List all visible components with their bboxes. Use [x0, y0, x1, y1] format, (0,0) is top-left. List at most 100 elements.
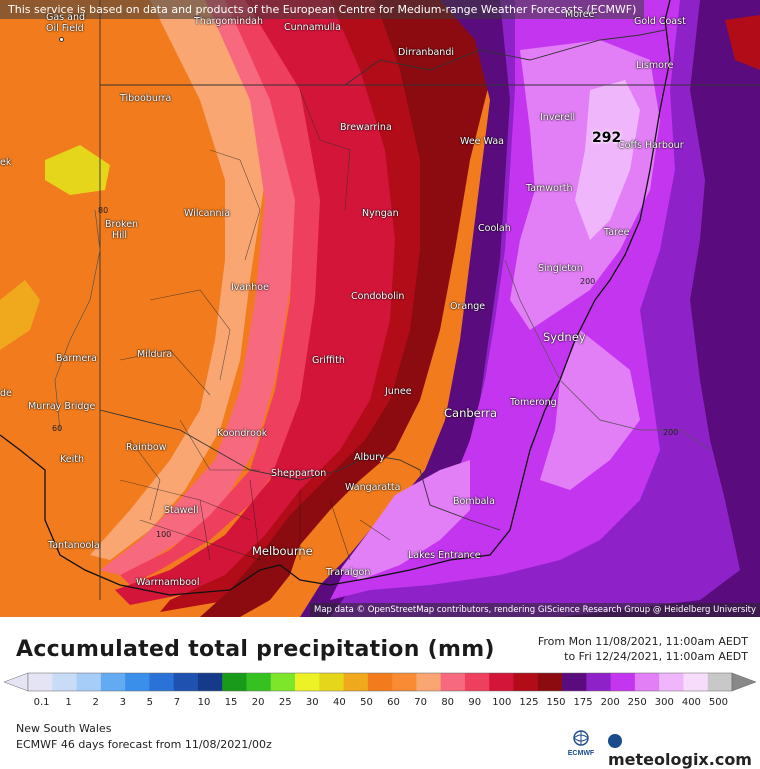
colorbar-swatch — [586, 673, 612, 691]
precipitation-field — [0, 0, 760, 617]
town-label: Brewarrina — [340, 122, 392, 133]
colorbar-swatch — [173, 673, 199, 691]
brand-logo-icon — [608, 734, 622, 748]
colorbar-tick-label: 70 — [414, 697, 427, 708]
town-label: Lakes Entrance — [408, 550, 481, 561]
colorbar-swatch — [659, 673, 684, 691]
colorbar-frame — [27, 672, 733, 692]
band-90-100 — [120, 0, 330, 585]
band-yellow — [45, 145, 110, 195]
colorbar-tick-label: 3 — [119, 697, 126, 708]
colorbar-swatch — [513, 673, 539, 691]
colorbar-tick-label: 100 — [492, 697, 512, 708]
town-label: Keith — [60, 454, 84, 465]
colorbar-swatch — [367, 673, 393, 691]
legend-title: Accumulated total precipitation (mm) — [16, 637, 495, 662]
town-label: Coffs Harbour — [618, 140, 684, 151]
colorbar-swatch — [707, 673, 733, 691]
town-marker — [59, 37, 64, 42]
colorbar-tick-label: 50 — [360, 697, 373, 708]
colorbar-tick-label: 500 — [708, 697, 728, 708]
isoline-label: 100 — [156, 530, 172, 539]
band-80-90 — [100, 0, 300, 575]
town-label: Barmera — [56, 353, 97, 364]
colorbar-tick-label: 150 — [546, 697, 566, 708]
colorbar-swatch — [392, 673, 417, 691]
town-label: Wangaratta — [345, 482, 401, 493]
colorbar-swatch — [246, 673, 272, 691]
isoline-60 — [54, 209, 101, 431]
band-400-500 — [575, 80, 640, 240]
town-label: Oil Field — [46, 23, 84, 34]
town-label: Thargomindah — [194, 16, 264, 27]
town-label: Murray Bridge — [28, 401, 96, 412]
colorbar-tick-label: 2 — [92, 697, 99, 708]
town-label: Hill — [112, 230, 128, 241]
town-label: Griffith — [312, 355, 345, 366]
town-label: Koondrook — [217, 428, 268, 439]
colorbar-swatch — [270, 673, 296, 691]
data-source-notice: This service is based on data and produc… — [0, 0, 645, 19]
town-label: Dirranbandi — [398, 47, 454, 58]
county-lines — [119, 89, 351, 521]
colorbar-tick-label: 30 — [305, 697, 319, 708]
isoline-label: 200 — [580, 277, 596, 286]
isoline-label: 60 — [52, 424, 63, 433]
ecmwf-logo-icon: ECMWF — [568, 730, 595, 757]
colorbar-tick-label: 40 — [333, 697, 346, 708]
colorbar-tick-label: 125 — [519, 697, 539, 708]
town-label: Sydney — [543, 330, 586, 344]
colorbar-tick-label: 15 — [224, 697, 238, 708]
colorbar-swatch — [197, 673, 223, 691]
region-label: New South Wales — [16, 722, 112, 735]
town-label: Lismore — [636, 60, 674, 71]
town-label: Taree — [604, 227, 630, 238]
colorbar-tick-label: 300 — [654, 697, 674, 708]
town-label: Singleton — [538, 263, 583, 274]
band-100-125 — [115, 0, 475, 605]
colorbar-swatch — [52, 673, 78, 691]
colorbar-tick-label: 175 — [573, 697, 593, 708]
town-label: Mildura — [137, 349, 173, 360]
colorbar-tick-label: 400 — [681, 697, 701, 708]
town-label: Inverell — [540, 112, 576, 123]
isoline-200 — [504, 259, 711, 451]
town-label: Canberra — [444, 406, 498, 420]
town-label: Traralgon — [326, 567, 371, 578]
colorbar-tick-label: 7 — [173, 697, 181, 708]
colorbar-swatch — [610, 673, 636, 691]
colorbar-max-arrow — [731, 672, 757, 692]
colorbar-tick-label: 1 — [65, 697, 72, 708]
colorbar-swatch — [28, 673, 53, 691]
colorbar-tick-label: 5 — [146, 697, 154, 708]
town-label: Broken — [105, 219, 139, 230]
colorbar-tick-label: 200 — [600, 697, 620, 708]
band-125-150 — [160, 0, 485, 612]
isoline-label: 200 — [663, 428, 679, 437]
max-value-label: 292 — [592, 130, 622, 146]
town-label: Stawell — [164, 505, 199, 516]
town-label: Rainbow — [126, 442, 167, 453]
town-label: Cunnamulla — [284, 22, 341, 33]
colorbar-swatch — [537, 673, 563, 691]
band-70-80 — [90, 0, 265, 560]
town-label: Gas and — [46, 12, 86, 23]
colorbar-tick-label: 25 — [278, 697, 292, 708]
colorbar-tick-label: 20 — [251, 697, 265, 708]
town-label: ek — [0, 157, 12, 168]
period-from: From Mon 11/08/2021, 11:00am AEDT — [537, 635, 748, 648]
colorbar-swatch — [683, 673, 709, 691]
colorbar-swatch — [100, 673, 126, 691]
town-label: Tantanoola — [48, 540, 100, 551]
colorbar-min-arrow — [3, 672, 29, 692]
brand-link[interactable]: meteologix.com — [608, 731, 760, 769]
colorbar-swatch — [562, 673, 587, 691]
town-label: Orange — [450, 301, 486, 312]
colorbar-swatch — [76, 673, 102, 691]
town-label: Shepparton — [271, 468, 327, 479]
precipitation-map[interactable]: This service is based on data and produc… — [0, 0, 760, 617]
colorbar-tick-label: 60 — [387, 697, 400, 708]
town-label: Moree — [565, 9, 595, 20]
town-label: Albury — [354, 452, 385, 463]
state-borders — [99, 0, 760, 600]
